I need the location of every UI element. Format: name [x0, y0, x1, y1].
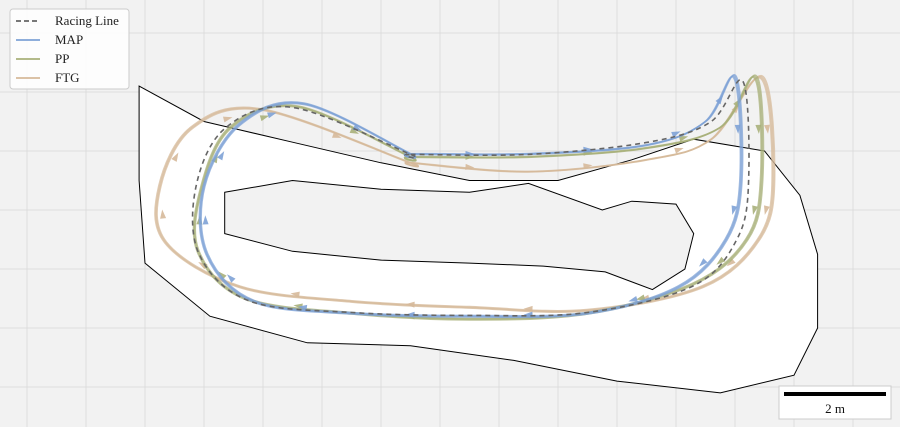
- direction-arrow-pp: [635, 294, 646, 301]
- direction-arrow-map: [671, 131, 681, 138]
- direction-arrow-pp: [752, 205, 758, 215]
- direction-arrow-map: [217, 151, 225, 161]
- scale-bar-box: [778, 385, 892, 420]
- legend-label-ftg: FTG: [55, 70, 80, 85]
- direction-arrow-ftg: [160, 209, 167, 219]
- direction-arrow-map: [628, 296, 638, 302]
- legend-box: [9, 8, 130, 90]
- legend-label-racing-line: Racing Line: [55, 13, 119, 28]
- direction-arrow-ftg: [290, 291, 300, 298]
- series-line-racing-line: [191, 78, 750, 317]
- legend: Racing Line MAP PP FTG: [9, 8, 130, 90]
- scale-bar-label: 2 m: [825, 401, 845, 416]
- direction-arrow-ftg: [583, 163, 593, 170]
- direction-arrow-map: [699, 258, 708, 267]
- direction-arrow-pp: [755, 124, 762, 134]
- direction-arrow-pp: [716, 256, 726, 265]
- direction-arrow-map: [715, 95, 723, 105]
- series-line-map: [198, 74, 744, 319]
- direction-arrow-ftg: [465, 163, 475, 170]
- direction-arrow-ftg: [171, 152, 179, 162]
- direction-arrow-ftg: [523, 305, 533, 312]
- scale-bar-line: [784, 392, 886, 396]
- series-group: [154, 74, 776, 321]
- direction-arrow-ftg: [764, 124, 770, 134]
- direction-arrow-pp: [678, 135, 689, 142]
- direction-arrow-ftg: [332, 132, 342, 138]
- direction-arrow-ftg: [764, 205, 770, 215]
- track-inner-boundary: [224, 179, 695, 291]
- direction-arrow-ftg: [223, 116, 233, 123]
- legend-label-map: MAP: [55, 32, 83, 47]
- legend-label-pp: PP: [55, 51, 69, 66]
- direction-arrow-map: [202, 215, 209, 225]
- direction-arrow-ftg: [726, 258, 736, 267]
- direction-arrow-pp: [349, 127, 359, 134]
- direction-arrow-ftg: [405, 301, 415, 308]
- series-line-ftg: [154, 75, 776, 314]
- direction-arrow-pp: [218, 271, 227, 280]
- direction-arrow-ftg: [674, 147, 684, 154]
- direction-arrow-map: [297, 304, 308, 311]
- direction-arrow-map: [734, 124, 741, 134]
- direction-arrow-map: [583, 146, 593, 153]
- direction-arrow-map: [267, 112, 277, 119]
- series-line-pp: [192, 74, 765, 321]
- track: [138, 85, 819, 394]
- scale-bar: 2 m: [778, 385, 892, 420]
- direction-arrow-pp: [259, 115, 270, 122]
- direction-arrow-map: [731, 205, 738, 215]
- direction-arrow-map: [227, 274, 236, 283]
- direction-arrow-map: [405, 311, 415, 318]
